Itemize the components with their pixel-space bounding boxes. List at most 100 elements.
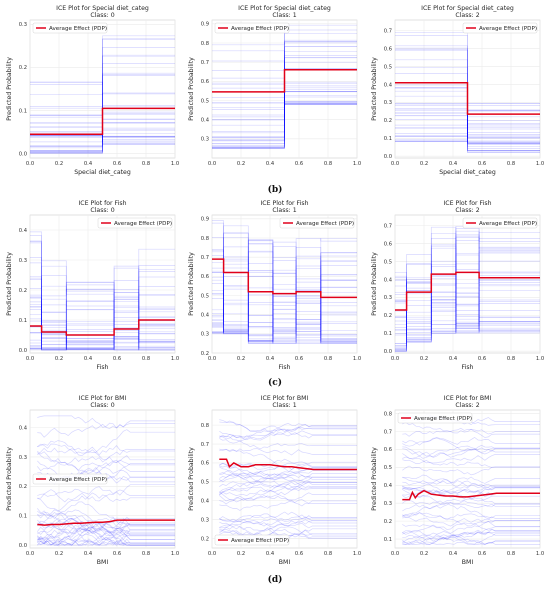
x-tick-label: 1.0 [171, 551, 179, 557]
y-tick-label: 0.7 [201, 60, 209, 66]
x-tick-label: 0.6 [478, 551, 486, 557]
ice-curve [395, 314, 540, 337]
y-tick-label: 0.8 [201, 236, 209, 242]
ice-curve [219, 476, 357, 501]
y-tick-label: 0.8 [384, 411, 392, 417]
x-tick-label: 0.4 [266, 356, 275, 362]
x-tick-label: 1.0 [171, 356, 179, 362]
y-axis-label: Predicted Probability [188, 252, 195, 316]
ice-curve [402, 454, 540, 464]
y-tick-label: 0.1 [19, 108, 27, 114]
ice-curve [37, 536, 175, 546]
legend-label: Average Effect (PDP) [231, 538, 289, 544]
ice-curve [212, 42, 357, 46]
chart-title: ICE Plot for BMI [79, 395, 127, 402]
y-tick-label: 0.6 [384, 447, 392, 453]
ice-curve [37, 515, 175, 530]
ice-curve [395, 263, 540, 326]
panel-4: 0.0 0.2 0.4 0.6 0.8 1.0 0.0 0.1 0.2 0.3 0.4 ICE Plo… [6, 200, 179, 371]
y-tick-label: 0.6 [384, 241, 392, 247]
x-tick-label: 0.2 [55, 161, 63, 167]
plot-area [394, 214, 541, 354]
ice-curve [212, 83, 357, 104]
x-tick-label: 1.0 [353, 551, 361, 557]
ice-curve [212, 233, 357, 327]
ice-curve [395, 230, 540, 350]
y-tick-label: 0.4 [201, 499, 210, 505]
y-tick-label: 0.4 [384, 82, 393, 88]
y-tick-label: 0.3 [384, 295, 392, 301]
y-tick-label: 0.2 [384, 313, 392, 319]
y-axis-label: Predicted Probability [188, 447, 195, 511]
ice-curve [395, 110, 540, 129]
ice-curve [212, 85, 357, 104]
caption-b: (b) [268, 184, 283, 195]
ice-curve [30, 299, 175, 349]
y-tick-label: 0.3 [384, 100, 392, 106]
ice-curve [30, 285, 175, 328]
y-tick-label: 0.4 [201, 117, 210, 123]
pdp-line [219, 458, 357, 471]
ice-curve [402, 421, 540, 435]
ice-curve [37, 522, 175, 546]
y-tick-label: 0.7 [384, 429, 392, 435]
ice-curve [30, 93, 175, 116]
x-tick-label: 0.6 [295, 356, 303, 362]
panel-8: 0.0 0.2 0.4 0.6 0.8 1.0 0.2 0.3 0.4 0.5 0.6 0.7 0.8 I… [188, 395, 361, 566]
ice-curve [219, 448, 357, 456]
ice-curve [395, 277, 540, 352]
x-tick-label: 0.4 [84, 551, 93, 557]
legend-box [214, 534, 290, 546]
ice-curve [212, 255, 357, 342]
x-tick-label: 0.2 [237, 551, 245, 557]
ice-curve [212, 97, 357, 104]
ice-curve [30, 320, 175, 351]
ice-curve [30, 324, 175, 351]
ice-curve [212, 87, 357, 118]
ice-curve [395, 277, 540, 333]
caption-d: (d) [268, 574, 283, 585]
x-tick-label: 0.0 [208, 551, 216, 557]
ice-curve [395, 87, 540, 152]
legend-box [32, 22, 108, 34]
ice-curve [37, 450, 175, 478]
ice-curve [402, 477, 540, 491]
x-tick-label: 0.0 [26, 161, 34, 167]
ice-curve [212, 39, 357, 148]
x-tick-label: 0.2 [55, 551, 63, 557]
ice-curve [395, 245, 540, 347]
ice-curve [219, 479, 357, 488]
y-tick-label: 0.2 [19, 288, 27, 294]
ice-lines [30, 35, 175, 154]
x-tick-label: 0.6 [478, 161, 486, 167]
y-tick-label: 0.4 [201, 312, 210, 318]
panel-9: 0.0 0.2 0.4 0.6 0.8 1.0 0.1 0.2 0.3 0.4 0.5 0.6 0.7 0… [371, 395, 544, 566]
chart-subtitle: Class: 0 [90, 207, 114, 214]
x-tick-label: 0.0 [26, 356, 34, 362]
ice-curve [402, 474, 540, 484]
ice-curve [37, 517, 175, 541]
x-tick-label: 0.2 [237, 356, 245, 362]
y-axis-label: Predicted Probability [6, 447, 13, 511]
ice-curve [219, 472, 357, 483]
ice-curve [30, 303, 175, 345]
legend: Average Effect (PDP) [214, 22, 290, 34]
legend-box [462, 22, 538, 34]
y-axis-label: Predicted Probability [371, 57, 378, 121]
y-axis-label: Predicted Probability [6, 252, 13, 316]
ice-curve [219, 430, 357, 441]
ice-curve [402, 456, 540, 468]
ice-curve [212, 275, 357, 342]
ice-lines [395, 225, 540, 352]
ice-curve [395, 232, 540, 336]
ice-curve [37, 443, 175, 461]
ice-curve [37, 536, 175, 546]
pdp-line [212, 69, 357, 93]
ice-curve [212, 50, 357, 146]
ice-curve [402, 480, 540, 492]
ice-curve [30, 235, 175, 335]
y-tick-label: 0.2 [201, 536, 209, 542]
ice-curve [212, 103, 357, 108]
ice-curve [402, 465, 540, 476]
x-tick-label: 0.8 [507, 356, 515, 362]
